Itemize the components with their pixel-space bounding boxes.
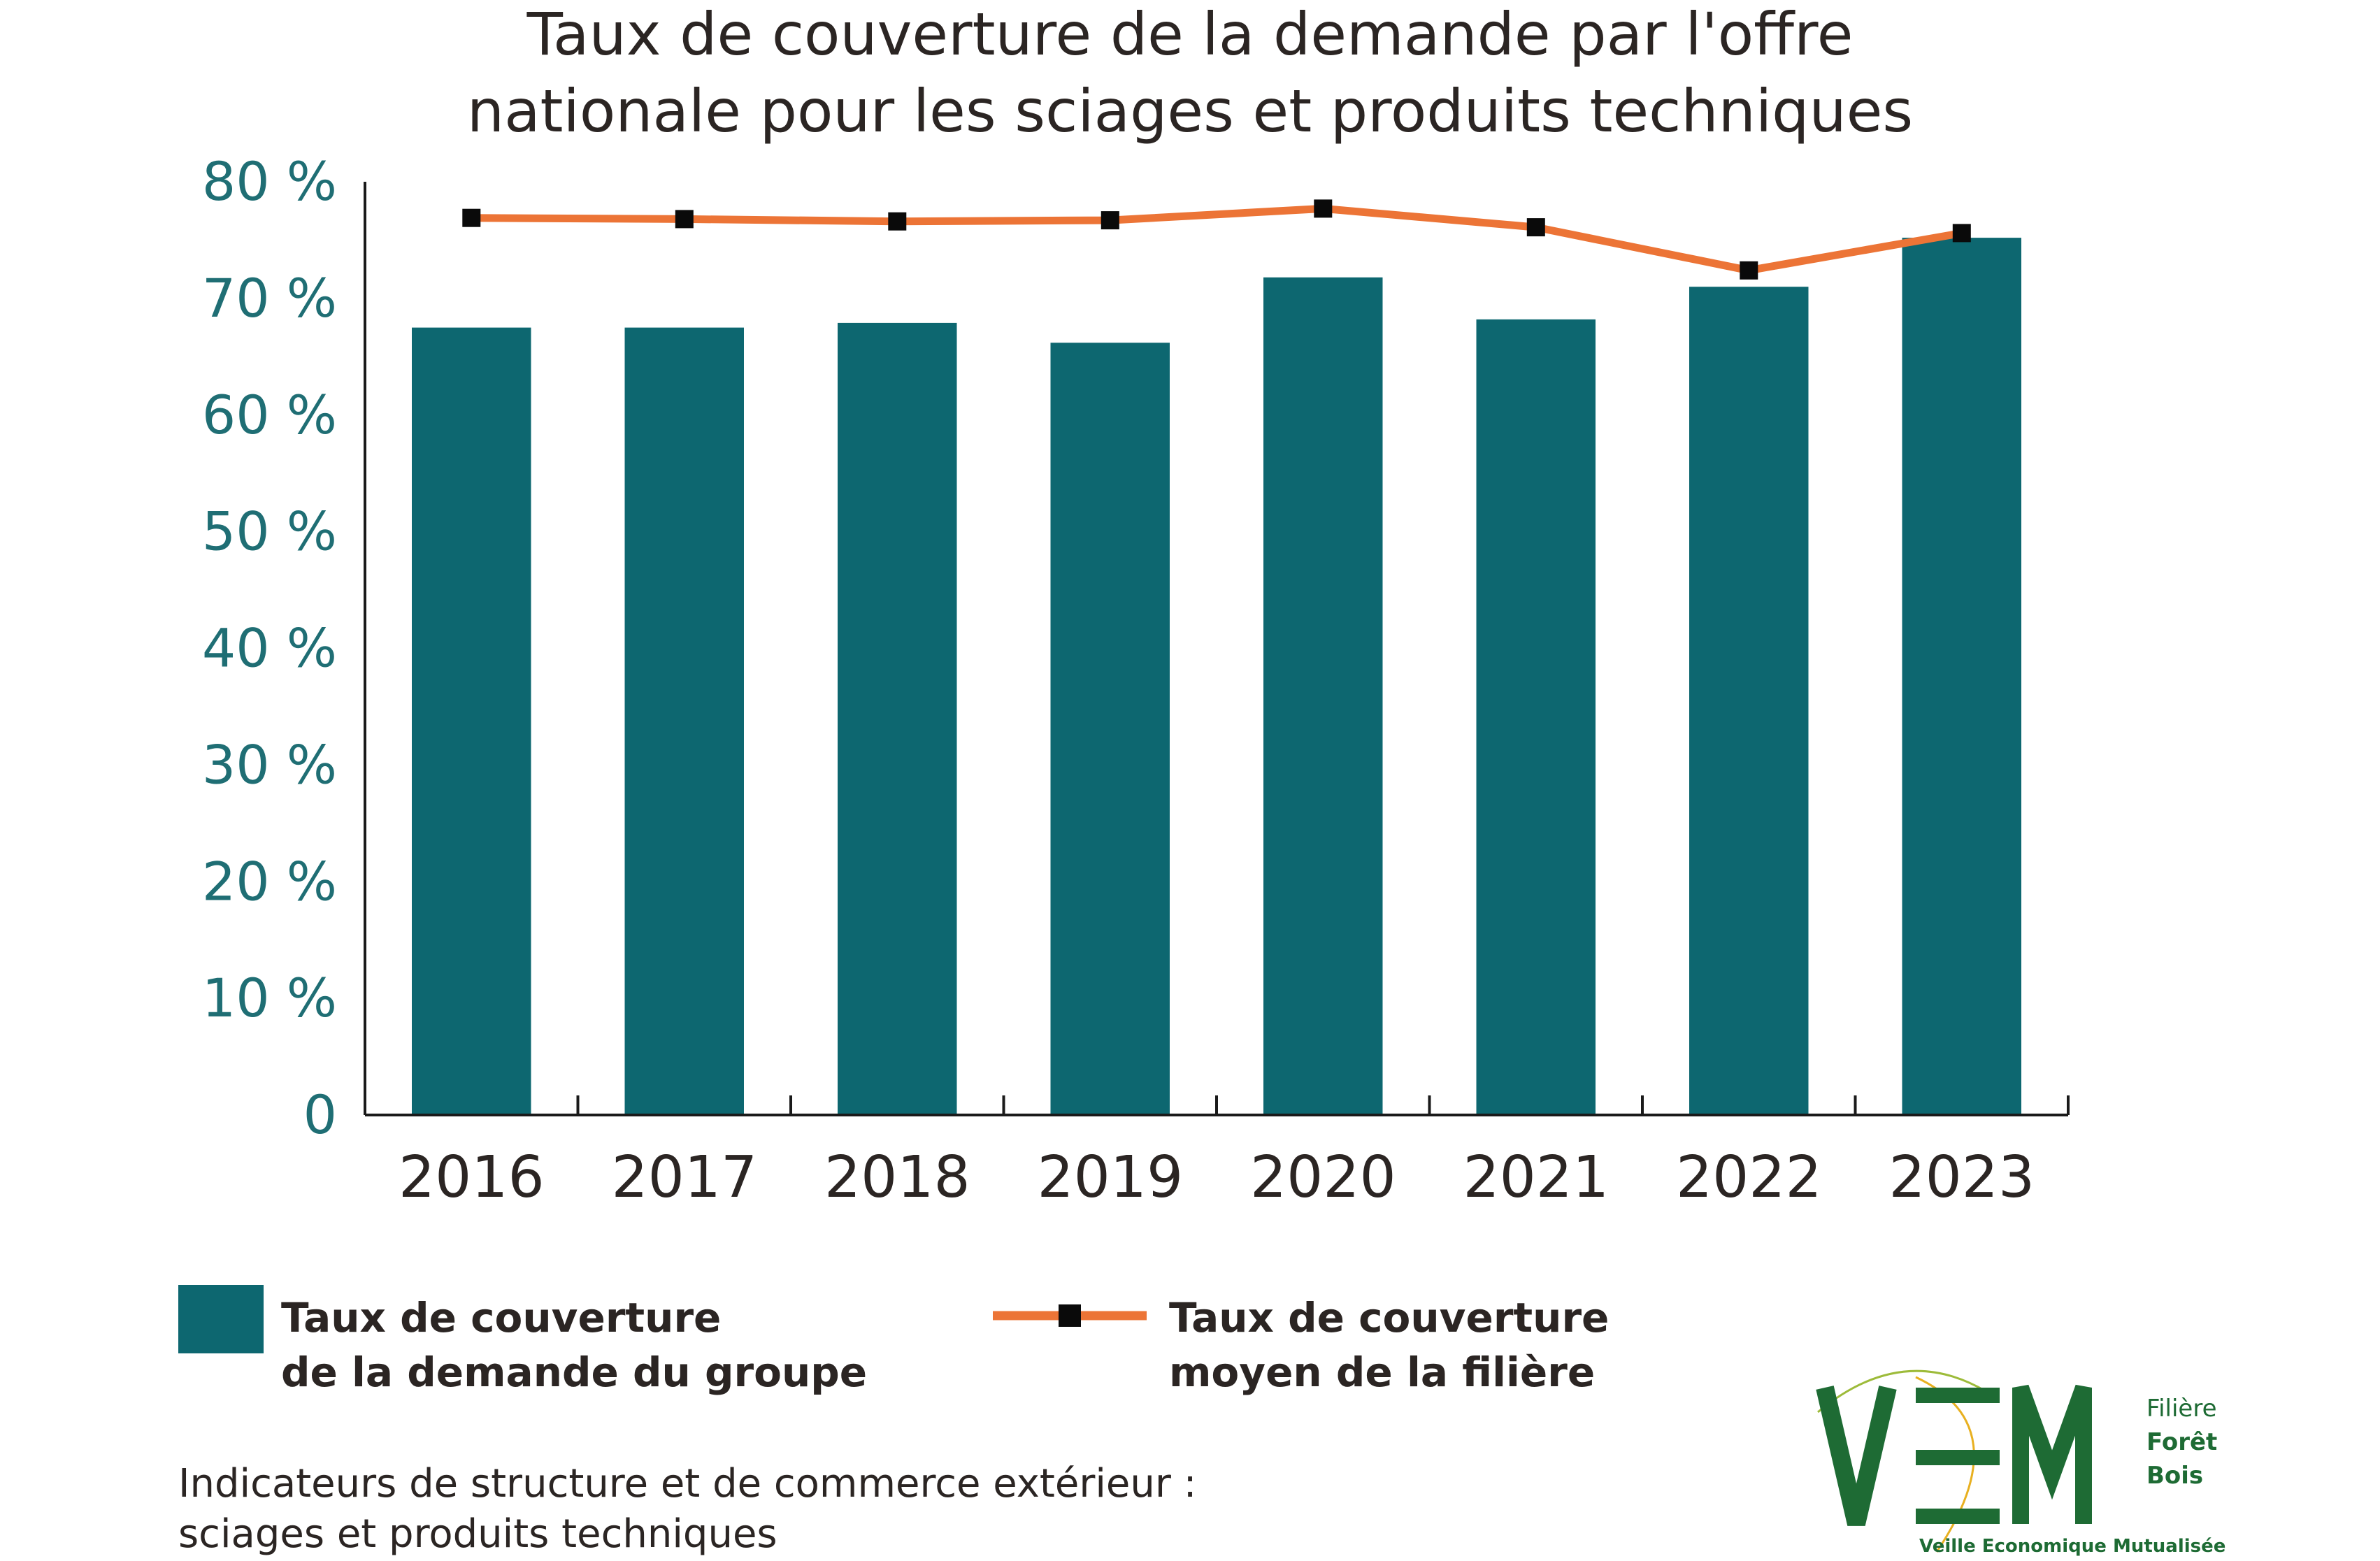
x-tick-label: 2020 <box>1250 1144 1396 1211</box>
x-tick-label: 2016 <box>399 1144 545 1211</box>
logo-tagline: Veille Economique Mutualisée <box>1919 1536 2225 1557</box>
x-tick-label: 2023 <box>1888 1144 2035 1211</box>
chart-plot-area: 010 %20 %30 %40 %50 %60 %70 %80 % 2016 20… <box>202 150 2070 1211</box>
line-point-2018 <box>888 212 907 231</box>
bar-2019 <box>1050 343 1170 1115</box>
logo-letter-v <box>1816 1386 1897 1526</box>
x-axis-tick-labels: 2016 2017 2018 2019 2020 2021 2022 2023 <box>399 1144 2035 1211</box>
legend-line-label-line-2: moyen de la filière <box>1169 1348 1596 1396</box>
line-point-2021 <box>1526 218 1545 237</box>
y-tick-label: 80 % <box>202 150 337 213</box>
legend-line-marker <box>1059 1304 1081 1327</box>
vem-logo: Filière Forêt Bois Veille Economique Mut… <box>1816 1369 2225 1557</box>
footer-line-1: Indicateurs de structure et de commerce … <box>178 1461 1197 1506</box>
bar-2022 <box>1689 287 1809 1116</box>
line-point-2016 <box>462 208 481 227</box>
line-point-2017 <box>675 210 694 229</box>
y-tick-label: 0 <box>303 1084 337 1146</box>
x-tick-label: 2017 <box>611 1144 757 1211</box>
bar-2018 <box>838 322 957 1115</box>
legend-bar-label-line-2: de la demande du groupe <box>281 1348 868 1396</box>
logo-text-foret: Forêt <box>2146 1428 2217 1456</box>
y-tick-label: 70 % <box>202 267 337 329</box>
logo-text-filiere: Filière <box>2146 1395 2217 1423</box>
line-series-group <box>462 199 1971 280</box>
bar-2020 <box>1263 277 1383 1115</box>
logo-letter-m <box>2012 1384 2092 1524</box>
bar-series-group <box>412 238 2021 1116</box>
line-point-2020 <box>1314 199 1333 218</box>
legend-bar-label-line-1: Taux de couverture <box>281 1294 722 1341</box>
footer-line-2: sciages et produits techniques <box>178 1511 777 1557</box>
x-tick-label: 2022 <box>1676 1144 1822 1211</box>
legend-line-label-line-1: Taux de couverture <box>1169 1294 1610 1341</box>
logo-letter-e <box>1916 1388 2000 1524</box>
y-tick-label: 20 % <box>202 850 337 912</box>
bar-2017 <box>624 327 744 1116</box>
logo-text-bois: Bois <box>2146 1462 2203 1490</box>
bar-2016 <box>412 327 531 1116</box>
axes-group <box>364 182 2070 1116</box>
chart-title-line-1: Taux de couverture de la demande par l'o… <box>526 0 1854 69</box>
legend-line-label: Taux de couverture moyen de la filière <box>1169 1290 1609 1400</box>
x-tick-label: 2021 <box>1463 1144 1609 1211</box>
line-point-2022 <box>1740 261 1758 280</box>
legend-line-swatch <box>993 1304 1147 1327</box>
y-tick-label: 40 % <box>202 617 337 679</box>
y-tick-label: 10 % <box>202 967 337 1029</box>
y-axis-tick-labels: 0 10 % 20 % 30 % 40 % 50 % 60 % 70 % 80 % <box>202 150 337 1146</box>
x-tick-label: 2019 <box>1037 1144 1183 1211</box>
y-tick-label: 60 % <box>202 384 337 446</box>
legend-bar-label: Taux de couverture de la demande du grou… <box>281 1290 867 1400</box>
legend-bar-swatch <box>178 1285 264 1353</box>
bar-2023 <box>1902 238 2021 1116</box>
bar-2021 <box>1476 319 1596 1115</box>
y-tick-label: 30 % <box>202 733 337 796</box>
line-point-2019 <box>1101 211 1119 230</box>
line-point-2023 <box>1952 224 1971 243</box>
line-series-path <box>471 204 1963 275</box>
x-tick-label: 2018 <box>824 1144 970 1211</box>
logo-arc-green <box>1817 1369 1986 1413</box>
chart-title-line-2: nationale pour les sciages et produits t… <box>466 77 1914 145</box>
y-tick-label: 50 % <box>202 501 337 563</box>
